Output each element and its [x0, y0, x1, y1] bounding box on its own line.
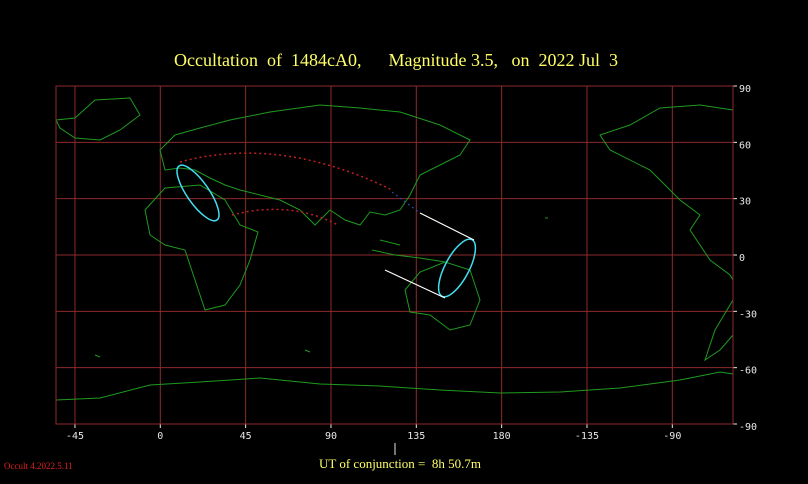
- indonesia: [371, 239, 446, 263]
- x-tick-label: 135: [407, 431, 425, 442]
- greenland: [55, 97, 141, 141]
- conjunction-time: UT of conjunction = 8h 50.7m: [319, 456, 481, 471]
- x-tick-label: 90: [325, 431, 337, 442]
- path-dark: [391, 191, 421, 214]
- y-tick-label: -30: [739, 309, 757, 320]
- x-tick-label: 180: [493, 431, 511, 442]
- islands: [94, 217, 548, 358]
- y-tick-label: 90: [739, 84, 751, 95]
- coastlines: [55, 97, 734, 401]
- sunset-ellipse: [176, 164, 220, 222]
- occultation-path: [176, 152, 477, 299]
- y-tick-label: -90: [739, 422, 757, 433]
- antarctica: [55, 371, 734, 401]
- africa: [144, 184, 259, 311]
- australia: [404, 261, 481, 331]
- y-tick-label: -60: [739, 366, 757, 377]
- x-tick-label: 45: [240, 431, 252, 442]
- americas: [599, 104, 734, 362]
- y-tick-label: 30: [739, 197, 751, 208]
- x-tick-label: -45: [66, 431, 84, 442]
- x-tick-label: -90: [663, 431, 681, 442]
- path-limits: [384, 212, 475, 299]
- map-frame: [55, 85, 734, 425]
- y-tick-label: 0: [739, 253, 745, 264]
- x-tick-label: -135: [575, 431, 599, 442]
- eurasia: [159, 104, 471, 226]
- version-label: Occult 4.2022.5.11: [4, 461, 73, 471]
- path-south-limit: [231, 208, 339, 226]
- map-title: Occultation of 1484cA0, Magnitude 3.5, o…: [174, 50, 618, 70]
- x-tick-label: 0: [157, 431, 163, 442]
- y-tick-label: 60: [739, 140, 751, 151]
- path-north-limit: [179, 152, 393, 191]
